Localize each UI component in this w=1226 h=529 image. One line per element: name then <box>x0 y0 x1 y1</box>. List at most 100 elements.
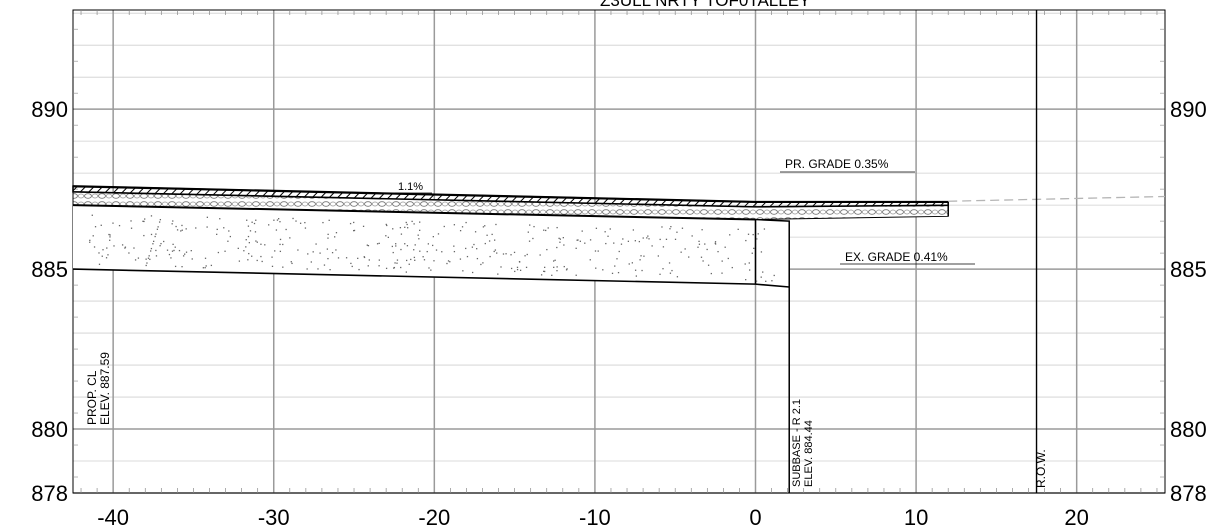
aggregate-dot <box>395 243 397 245</box>
aggregate-dot <box>255 240 257 242</box>
aggregate-dot <box>634 240 637 242</box>
aggregate-dot <box>399 227 402 229</box>
aggregate-dot <box>757 233 759 235</box>
aggregate-dot <box>495 223 497 226</box>
aggregate-dot <box>176 229 179 231</box>
aggregate-dot <box>639 259 641 261</box>
aggregate-dot <box>98 263 101 265</box>
aggregate-dot <box>418 238 420 240</box>
aggregate-dot <box>700 256 703 258</box>
aggregate-dot <box>335 232 338 234</box>
aggregate-dot <box>291 262 293 265</box>
aggregate-dot <box>659 238 661 241</box>
aggregate-dot <box>545 229 547 232</box>
aggregate-dot <box>595 267 597 269</box>
aggregate-dot <box>724 246 726 248</box>
aggregate-dot <box>698 243 701 245</box>
aggregate-dot <box>228 230 230 232</box>
aggregate-dot <box>594 250 597 252</box>
x-tick-label: -20 <box>418 505 450 529</box>
aggregate-dot <box>430 269 432 271</box>
aggregate-dot <box>676 276 679 278</box>
aggregate-dot <box>556 270 558 272</box>
aggregate-dot <box>181 229 183 231</box>
aggregate-dot <box>773 274 775 277</box>
aggregate-dot <box>146 262 148 264</box>
aggregate-dot <box>134 259 137 261</box>
aggregate-dot <box>459 258 462 260</box>
aggregate-dot <box>170 257 172 259</box>
aggregate-dot <box>494 249 497 251</box>
aggregate-dot <box>413 223 415 225</box>
aggregate-dot <box>516 266 519 269</box>
aggregate-dot <box>459 230 462 232</box>
aggregate-dot <box>414 244 416 246</box>
aggregate-dot <box>437 233 440 235</box>
aggregate-dot <box>643 255 645 257</box>
aggregate-dot <box>562 237 564 239</box>
row-callout: R.O.W. <box>1034 449 1048 488</box>
aggregate-dot <box>174 265 177 268</box>
aggregate-dot <box>597 250 599 252</box>
x-tick-label: -30 <box>258 505 290 529</box>
aggregate-dot <box>446 262 448 265</box>
aggregate-dot <box>327 237 329 239</box>
aggregate-dot <box>526 253 528 256</box>
aggregate-dot <box>334 236 336 238</box>
aggregate-dot <box>128 252 130 254</box>
y-tick-label: 880 <box>1170 417 1207 442</box>
aggregate-dot <box>614 265 616 267</box>
aggregate-dot <box>307 253 309 255</box>
aggregate-dot <box>173 249 175 252</box>
aggregate-dot <box>260 255 262 258</box>
aggregate-dot <box>353 229 356 232</box>
aggregate-dot <box>260 243 262 245</box>
x-axis-labels: -40 -30 -20 -10 0 10 20 <box>97 505 1089 529</box>
aggregate-dot <box>551 274 553 276</box>
aggregate-dot <box>210 264 213 267</box>
aggregate-dot <box>717 250 719 253</box>
aggregate-dot <box>497 273 499 275</box>
aggregate-dot <box>248 242 251 244</box>
aggregate-dot <box>323 264 326 266</box>
subbase-elev-label: ELEV. 884.44 <box>803 420 815 487</box>
aggregate-dot <box>516 268 519 271</box>
aggregate-dot <box>107 254 109 256</box>
aggregate-dot <box>105 257 108 259</box>
aggregate-dot <box>118 224 121 227</box>
aggregate-dot <box>604 231 606 233</box>
aggregate-dot <box>152 243 154 245</box>
aggregate-dot <box>393 267 395 269</box>
aggregate-dot <box>137 257 140 259</box>
aggregate-dot <box>631 262 634 264</box>
aggregate-dot <box>190 250 192 252</box>
aggregate-dot <box>589 259 591 261</box>
aggregate-dot <box>727 257 729 260</box>
aggregate-dot <box>616 258 618 260</box>
aggregate-dot <box>279 221 281 223</box>
aggregate-dot <box>540 274 543 276</box>
subbase-callout: SUBBASE - R 2.1 ELEV. 884.44 <box>791 399 815 487</box>
aggregate-dot <box>253 222 256 225</box>
aggregate-dot <box>357 257 359 260</box>
aggregate-dot <box>353 230 355 232</box>
aggregate-dot <box>670 225 672 228</box>
aggregate-dot <box>182 255 185 257</box>
aggregate-dot <box>611 272 614 275</box>
aggregate-dot <box>181 224 183 227</box>
aggregate-dot <box>327 257 329 260</box>
aggregate-dot <box>142 220 144 222</box>
aggregate-dot <box>668 262 671 264</box>
aggregate-dot <box>245 246 247 248</box>
aggregate-dot <box>385 235 387 237</box>
aggregate-dot <box>274 250 276 252</box>
x-tick-label: 20 <box>1064 505 1088 529</box>
aggregate-dot <box>304 227 307 229</box>
aggregate-dot <box>378 242 380 245</box>
pavement-bottom-line <box>72 204 756 221</box>
aggregate-dot <box>558 237 560 239</box>
aggregate-dot <box>721 260 723 262</box>
aggregate-dot <box>306 268 308 270</box>
aggregate-dot <box>144 218 146 220</box>
aggregate-dot <box>473 243 475 246</box>
